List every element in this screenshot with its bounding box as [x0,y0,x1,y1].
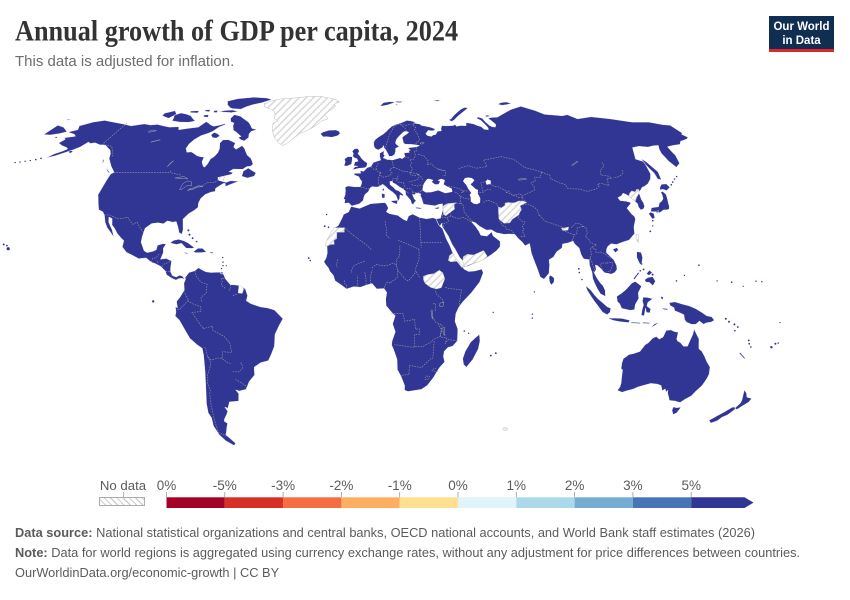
svg-text:0%: 0% [448,478,468,493]
svg-text:-2%: -2% [329,478,353,493]
svg-text:-1%: -1% [388,478,412,493]
svg-text:3%: 3% [623,478,643,493]
svg-text:-3%: -3% [271,478,295,493]
svg-text:5%: 5% [681,478,701,493]
svg-text:-5%: -5% [213,478,237,493]
svg-text:0%: 0% [157,478,177,493]
svg-text:1%: 1% [507,478,527,493]
svg-text:2%: 2% [565,478,585,493]
